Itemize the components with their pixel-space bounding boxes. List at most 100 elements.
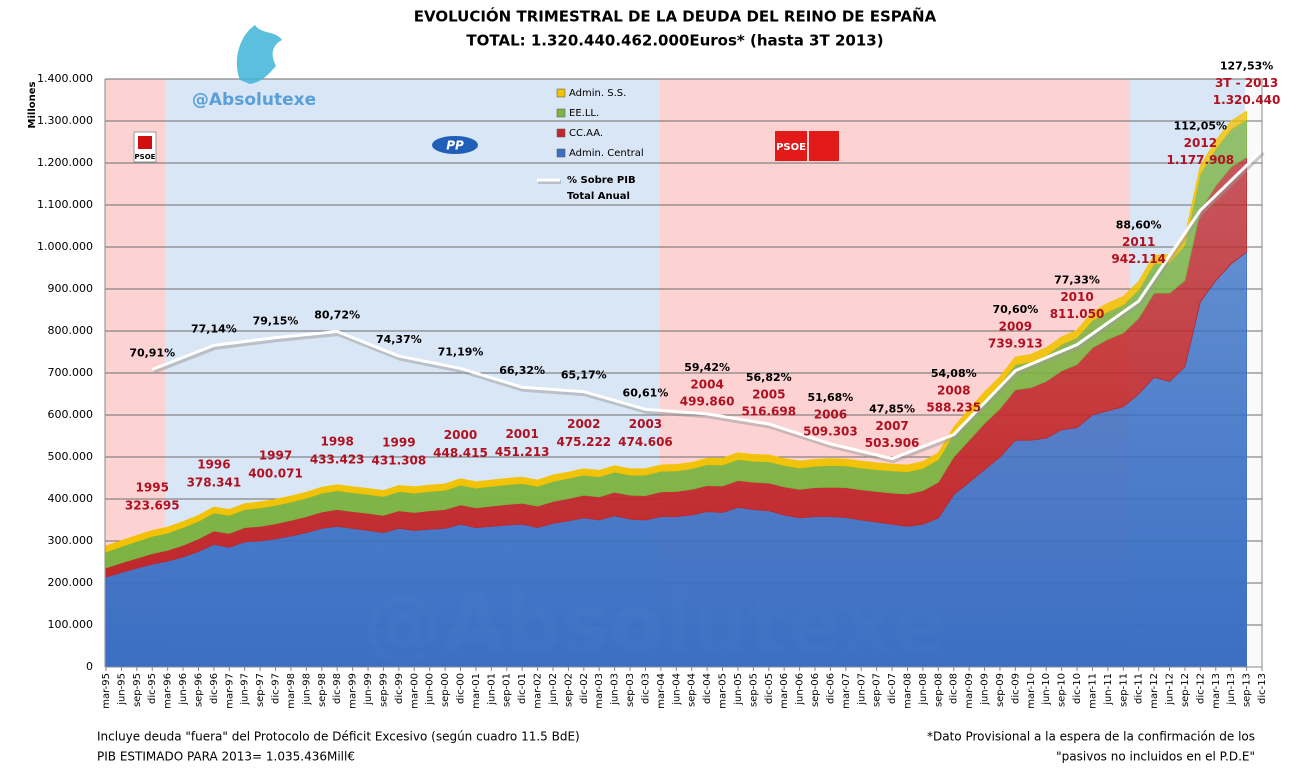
logo-shape	[236, 25, 282, 84]
x-tick-label: dic-07	[887, 673, 898, 704]
x-tick-label: mar-06	[779, 673, 790, 709]
logo-box	[775, 131, 807, 161]
legend-label: EE.LL.	[569, 108, 599, 119]
y-tick-label: 400.000	[48, 492, 94, 505]
pib-label: 88,60%	[1116, 218, 1162, 231]
y-tick-label: 1.300.000	[37, 114, 93, 127]
logo-text: PP	[446, 139, 464, 153]
x-tick-label: jun-96	[178, 673, 189, 706]
legend-label: % Sobre PIB	[567, 175, 636, 186]
year-label: 2001	[505, 427, 538, 441]
x-tick-label: sep-99	[378, 673, 389, 707]
total-label: 503.906	[865, 436, 920, 450]
x-tick-label: jun-05	[733, 673, 744, 706]
x-tick-label: mar-98	[286, 673, 297, 709]
x-tick-label: jun-12	[1165, 673, 1176, 706]
legend-label: Admin. S.S.	[569, 88, 626, 99]
x-tick-label: mar-02	[533, 673, 544, 709]
total-label: 942.114	[1111, 252, 1166, 266]
pib-label: 77,33%	[1054, 273, 1100, 286]
total-label: 516.698	[741, 404, 796, 418]
x-tick-label: sep-03	[625, 673, 636, 707]
logo-griffin	[236, 25, 282, 84]
year-label: 1997	[259, 448, 292, 462]
pib-label: 70,60%	[992, 303, 1038, 316]
year-label: 2010	[1060, 290, 1093, 304]
pib-label: 59,42%	[684, 361, 730, 374]
x-tick-label: dic-13	[1257, 673, 1268, 704]
x-tick-label: dic-98	[332, 673, 343, 704]
x-tick-label: mar-99	[348, 673, 359, 709]
x-tick-label: sep-02	[563, 673, 574, 707]
x-tick-label: jun-07	[856, 673, 867, 706]
x-tick-label: mar-08	[902, 673, 913, 709]
x-tick-label: sep-95	[132, 673, 143, 707]
x-tick-label: mar-12	[1149, 673, 1160, 709]
year-label: 2002	[567, 417, 600, 431]
x-tick-label: dic-12	[1195, 673, 1206, 704]
total-label: 474.606	[618, 435, 673, 449]
x-tick-label: jun-98	[301, 673, 312, 706]
pib-line	[151, 149, 1264, 461]
x-tick-label: mar-05	[718, 673, 729, 709]
year-label: 2006	[814, 407, 847, 421]
x-tick-label: jun-11	[1103, 673, 1114, 706]
x-tick-label: sep-96	[193, 673, 204, 707]
x-tick-label: jun-03	[610, 673, 621, 706]
legend: Admin. S.S. EE.LL. CC.AA. Admin. Central % S…	[537, 88, 644, 202]
total-label: 509.303	[803, 424, 858, 438]
x-tick-label: jun-97	[240, 673, 251, 706]
x-tick-label: dic-03	[640, 673, 651, 704]
year-label: 1999	[382, 435, 415, 449]
pib-label: 60,61%	[623, 386, 669, 399]
y-tick-label: 1.100.000	[37, 198, 93, 211]
year-label: 1995	[136, 481, 169, 495]
x-tick-label: jun-06	[795, 673, 806, 706]
x-tick-label: dic-97	[271, 673, 282, 704]
x-tick-label: jun-09	[980, 673, 991, 706]
y-tick-label: 1.200.000	[37, 156, 93, 169]
legend-label: Total Anual	[567, 191, 630, 202]
y-tick-label: 1.400.000	[37, 72, 93, 85]
x-tick-label: sep-06	[810, 673, 821, 707]
lines	[151, 149, 1265, 464]
areas	[105, 110, 1247, 668]
x-tick-label: dic-99	[394, 673, 405, 704]
x-tick-label: dic-95	[147, 673, 158, 704]
watermark: @Absolutexe	[363, 578, 948, 671]
pib-label: 112,05%	[1174, 119, 1227, 132]
x-tick-label: sep-11	[1118, 673, 1129, 707]
x-tick-label: dic-01	[517, 673, 528, 704]
legend-swatch	[556, 148, 566, 158]
x-tick-label: jun-99	[363, 673, 374, 706]
x-tick-label: mar-96	[163, 673, 174, 709]
x-tick-label: dic-05	[764, 673, 775, 704]
year-label: 2008	[937, 383, 970, 397]
year-label: 2007	[875, 419, 908, 433]
total-label: 448.415	[433, 446, 488, 460]
logo-box	[809, 131, 839, 161]
x-tick-label: dic-10	[1072, 673, 1083, 704]
pib-label: 51,68%	[808, 391, 854, 404]
y-tick-label: 100.000	[48, 618, 94, 631]
footnote: Incluye deuda "fuera" del Protocolo de D…	[97, 730, 580, 744]
x-tick-label: sep-10	[1057, 673, 1068, 707]
footnote: PIB ESTIMADO PARA 2013= 1.035.436Mill€	[97, 750, 355, 764]
total-label: 475.222	[556, 435, 611, 449]
pib-label: 127,53%	[1220, 59, 1273, 72]
chart-title: EVOLUCIÓN TRIMESTRAL DE LA DEUDA DEL REI…	[414, 7, 937, 26]
year-label: 1998	[320, 434, 353, 448]
x-tick-label: mar-07	[841, 673, 852, 709]
handle: @Absolutexe	[192, 90, 316, 110]
y-tick-label: 200.000	[48, 576, 94, 589]
total-label: 451.213	[495, 445, 550, 459]
x-tick-label: mar-01	[471, 673, 482, 709]
x-tick-label: jun-08	[918, 673, 929, 706]
x-tick-label: mar-03	[594, 673, 605, 709]
y-tick-label: 0	[86, 660, 93, 673]
pib-label: 74,37%	[376, 333, 422, 346]
x-tick-label: sep-04	[687, 673, 698, 707]
logo-text: PSOE	[776, 142, 806, 153]
total-label: 811.050	[1050, 307, 1105, 321]
x-tick-label: mar-04	[656, 673, 667, 709]
